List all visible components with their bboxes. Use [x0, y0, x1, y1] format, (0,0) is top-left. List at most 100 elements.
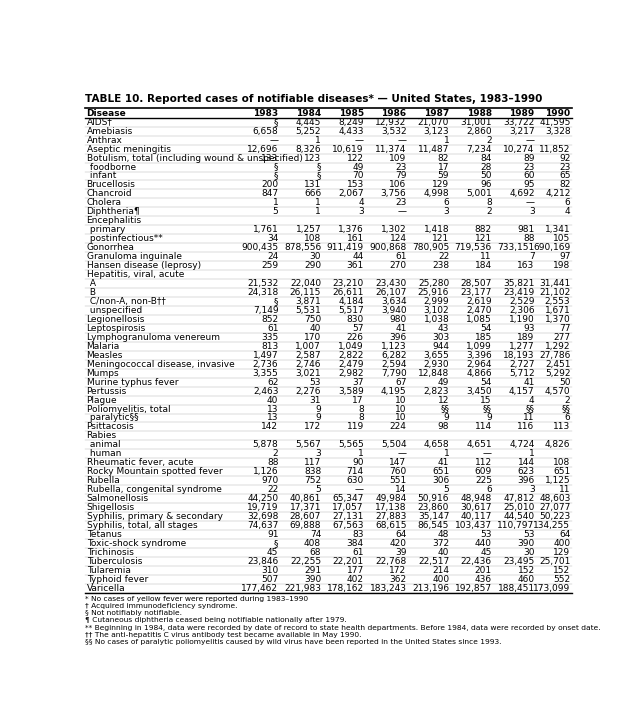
Text: 142: 142 — [262, 423, 278, 431]
Text: C/non-A, non-B††: C/non-A, non-B†† — [87, 297, 165, 306]
Text: 183,243: 183,243 — [369, 584, 406, 593]
Text: 5,504: 5,504 — [381, 440, 406, 450]
Text: 1: 1 — [358, 450, 364, 458]
Text: B: B — [87, 288, 96, 297]
Text: Encephalitis: Encephalitis — [87, 216, 142, 225]
Text: 5: 5 — [444, 485, 449, 494]
Text: 2,529: 2,529 — [509, 297, 535, 306]
Text: 1: 1 — [444, 450, 449, 458]
Text: 113: 113 — [553, 423, 570, 431]
Text: 24: 24 — [267, 252, 278, 261]
Text: 8,249: 8,249 — [338, 117, 364, 127]
Text: 259: 259 — [262, 261, 278, 270]
Text: 651: 651 — [553, 468, 570, 476]
Text: 133: 133 — [261, 154, 278, 162]
Text: 1,761: 1,761 — [253, 225, 278, 234]
Text: 68,615: 68,615 — [375, 521, 406, 530]
Text: 92: 92 — [559, 154, 570, 162]
Text: 30: 30 — [523, 548, 535, 557]
Text: 121: 121 — [475, 234, 492, 243]
Text: 22,768: 22,768 — [375, 557, 406, 566]
Text: §§: §§ — [483, 405, 492, 413]
Text: 60: 60 — [523, 172, 535, 181]
Text: 103,437: 103,437 — [455, 521, 492, 530]
Text: 838: 838 — [304, 468, 321, 476]
Text: Rabies: Rabies — [87, 431, 117, 440]
Text: 4,651: 4,651 — [466, 440, 492, 450]
Text: 49,984: 49,984 — [375, 494, 406, 503]
Text: 2,276: 2,276 — [296, 386, 321, 396]
Text: 1,038: 1,038 — [424, 315, 449, 324]
Text: 4,658: 4,658 — [424, 440, 449, 450]
Text: 27,131: 27,131 — [333, 512, 364, 521]
Text: 306: 306 — [432, 476, 449, 485]
Text: 70: 70 — [353, 172, 364, 181]
Text: 3,756: 3,756 — [381, 189, 406, 199]
Text: 1987: 1987 — [424, 109, 449, 117]
Text: 64: 64 — [559, 530, 570, 539]
Text: 630: 630 — [347, 476, 364, 485]
Text: 420: 420 — [390, 539, 406, 548]
Text: 666: 666 — [304, 189, 321, 199]
Text: 3,634: 3,634 — [381, 297, 406, 306]
Text: 980: 980 — [389, 315, 406, 324]
Text: Trichinosis: Trichinosis — [87, 548, 133, 557]
Text: 112: 112 — [475, 458, 492, 468]
Text: 780,905: 780,905 — [412, 243, 449, 252]
Text: 507: 507 — [261, 575, 278, 584]
Text: Syphilis, total, all stages: Syphilis, total, all stages — [87, 521, 197, 530]
Text: 117: 117 — [304, 458, 321, 468]
Text: 79: 79 — [395, 172, 406, 181]
Text: 23,430: 23,430 — [375, 279, 406, 288]
Text: 21,102: 21,102 — [539, 288, 570, 297]
Text: 3,871: 3,871 — [296, 297, 321, 306]
Text: 6: 6 — [486, 485, 492, 494]
Text: 59: 59 — [438, 172, 449, 181]
Text: —: — — [355, 136, 364, 145]
Text: 45: 45 — [481, 548, 492, 557]
Text: 5,565: 5,565 — [338, 440, 364, 450]
Text: 23: 23 — [395, 162, 406, 172]
Text: 163: 163 — [517, 261, 535, 270]
Text: Hansen disease (leprosy): Hansen disease (leprosy) — [87, 261, 201, 270]
Text: 173,099: 173,099 — [533, 584, 570, 593]
Text: 11,852: 11,852 — [539, 144, 570, 154]
Text: 5: 5 — [315, 485, 321, 494]
Text: ** Beginning in 1984, data were recorded by date of record to state health depar: ** Beginning in 1984, data were recorded… — [85, 625, 601, 631]
Text: Tuberculosis: Tuberculosis — [87, 557, 142, 566]
Text: Mumps: Mumps — [87, 369, 119, 378]
Text: 25,916: 25,916 — [418, 288, 449, 297]
Text: Syphilis, primary & secondary: Syphilis, primary & secondary — [87, 512, 222, 521]
Text: 303: 303 — [432, 333, 449, 341]
Text: 31: 31 — [310, 396, 321, 405]
Text: 12,932: 12,932 — [375, 117, 406, 127]
Text: 335: 335 — [261, 333, 278, 341]
Text: 1,257: 1,257 — [296, 225, 321, 234]
Text: 4,998: 4,998 — [424, 189, 449, 199]
Text: 733,151: 733,151 — [497, 243, 535, 252]
Text: 40,861: 40,861 — [290, 494, 321, 503]
Text: 3: 3 — [529, 485, 535, 494]
Text: 25,280: 25,280 — [418, 279, 449, 288]
Text: 213,196: 213,196 — [412, 584, 449, 593]
Text: 970: 970 — [261, 476, 278, 485]
Text: 2,860: 2,860 — [466, 127, 492, 136]
Text: 1,497: 1,497 — [253, 351, 278, 360]
Text: Typhoid fever: Typhoid fever — [87, 575, 148, 584]
Text: 23,495: 23,495 — [503, 557, 535, 566]
Text: 4,184: 4,184 — [338, 297, 364, 306]
Text: 68: 68 — [310, 548, 321, 557]
Text: 67: 67 — [395, 378, 406, 386]
Text: —: — — [526, 199, 535, 207]
Text: 5,567: 5,567 — [296, 440, 321, 450]
Text: 23: 23 — [559, 162, 570, 172]
Text: 5,292: 5,292 — [545, 369, 570, 378]
Text: —: — — [355, 485, 364, 494]
Text: 1986: 1986 — [381, 109, 406, 117]
Text: 3,102: 3,102 — [424, 306, 449, 315]
Text: 131: 131 — [304, 181, 321, 189]
Text: §: § — [274, 172, 278, 181]
Text: 1,099: 1,099 — [466, 341, 492, 351]
Text: Gonorrhea: Gonorrhea — [87, 243, 135, 252]
Text: 97: 97 — [559, 252, 570, 261]
